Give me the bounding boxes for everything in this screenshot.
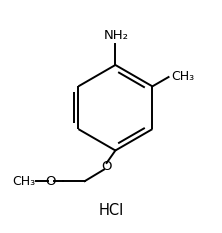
Text: CH₃: CH₃	[12, 175, 35, 188]
Text: HCl: HCl	[98, 203, 124, 218]
Text: O: O	[46, 175, 56, 188]
Text: O: O	[101, 161, 112, 173]
Text: CH₃: CH₃	[171, 70, 194, 83]
Text: NH₂: NH₂	[104, 29, 129, 42]
